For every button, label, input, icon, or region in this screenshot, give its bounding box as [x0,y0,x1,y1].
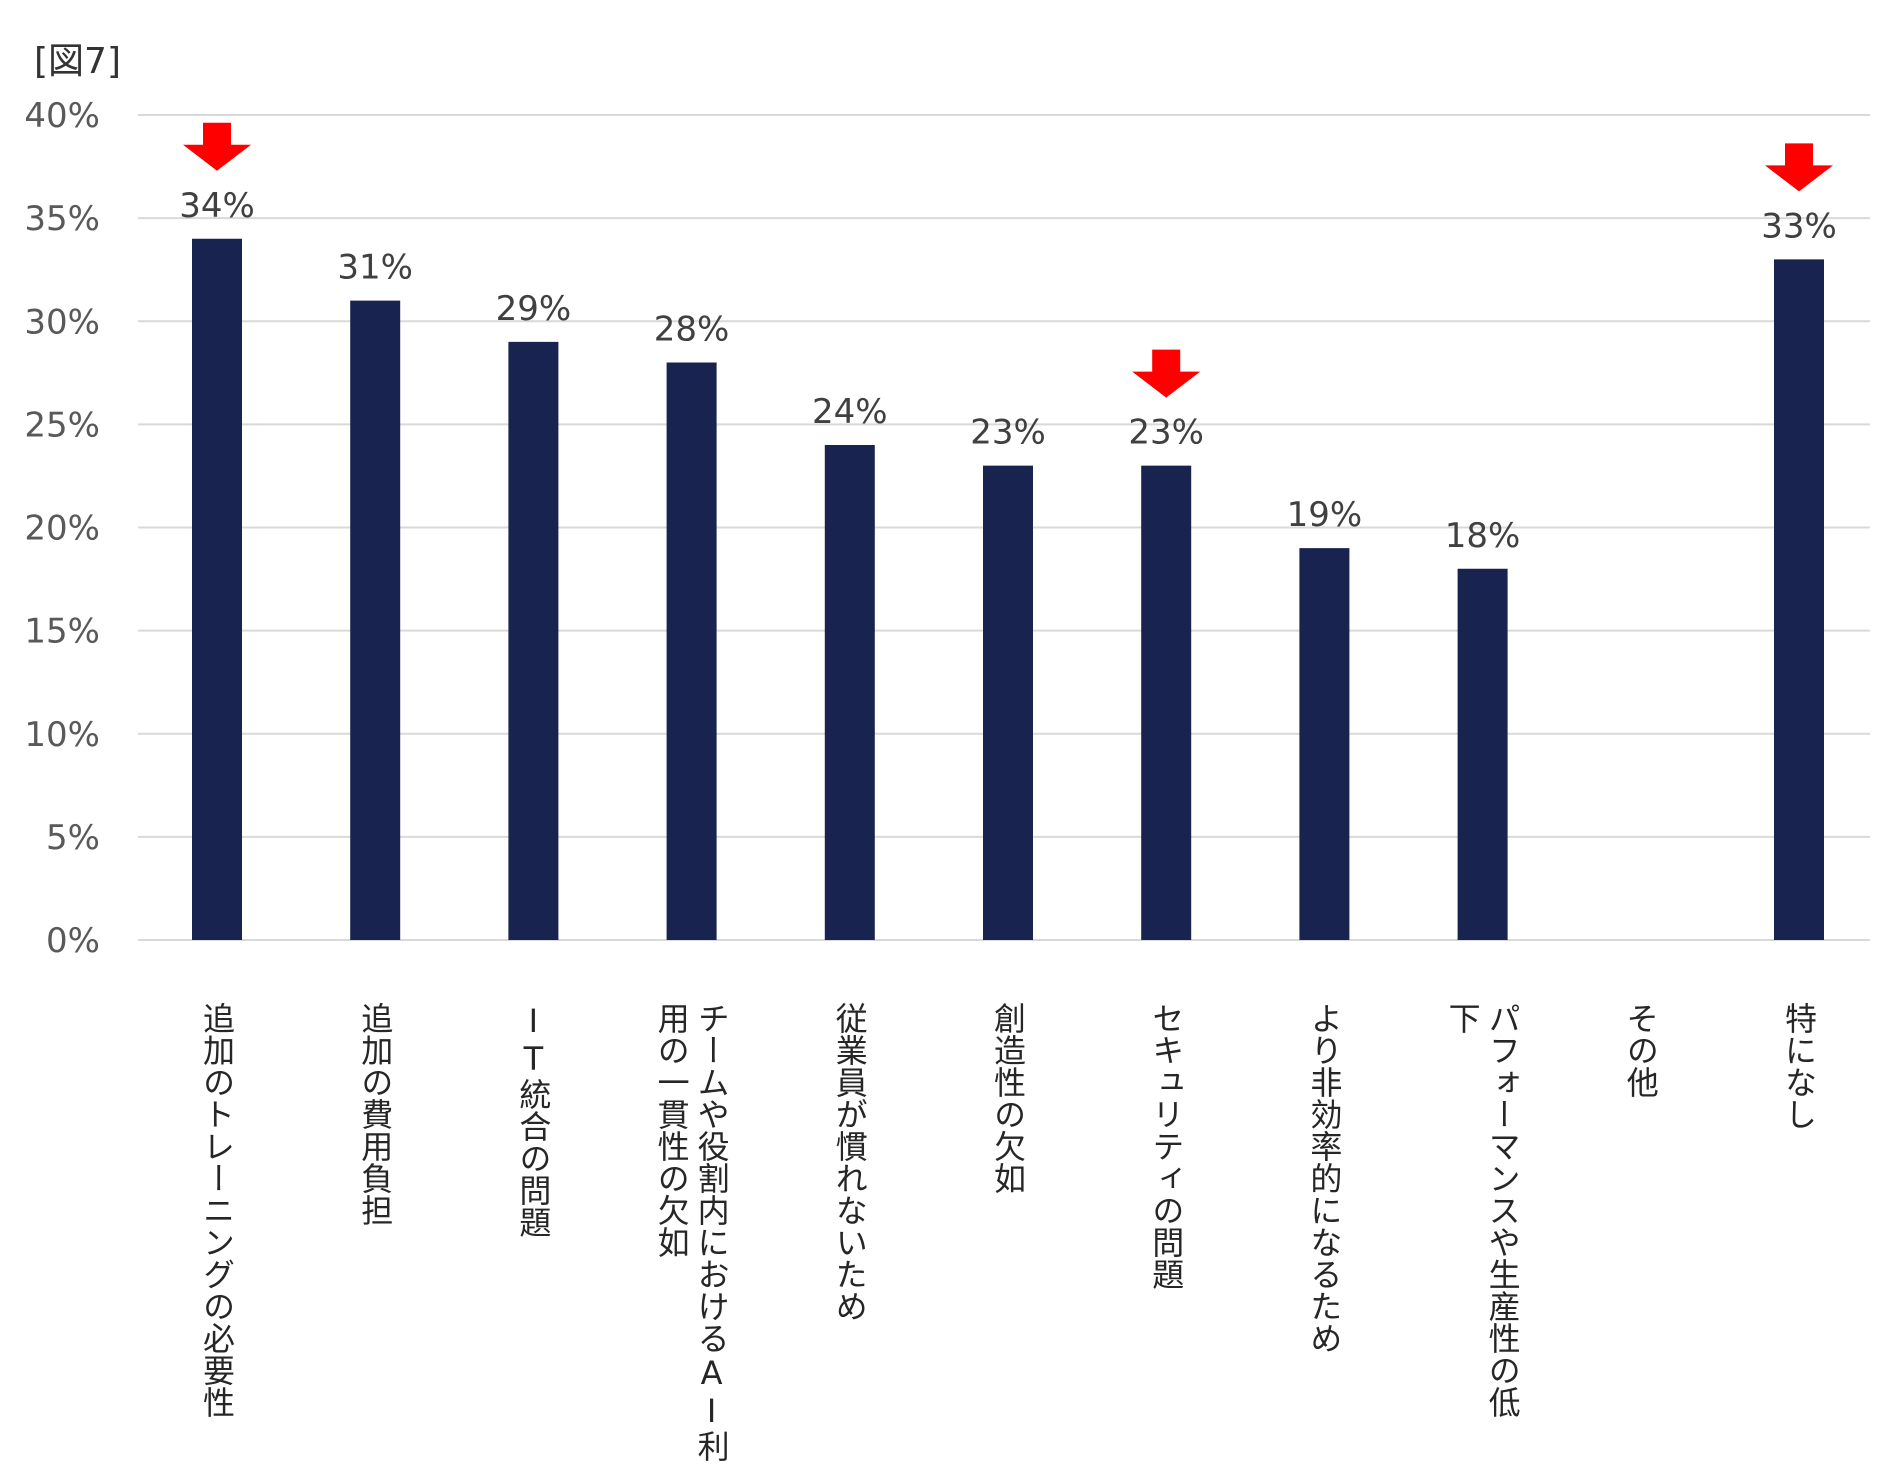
figure-label: [図7] [34,41,121,82]
data-label: 23% [970,413,1046,453]
category-label-line: より非効率的になるため [1305,1002,1343,1354]
category-label: 特になし [1780,1002,1818,1130]
category-label-line: 用の一貫性の欠如 [653,1002,691,1258]
bar [192,238,242,940]
category-label-line: チームや役割内におけるAI利 [693,1002,731,1462]
highlight-arrow-icon [1765,143,1833,192]
y-tick-label: 20% [24,509,100,549]
y-tick-label: 0% [46,921,100,961]
data-label: 33% [1761,206,1837,246]
category-label: IT統合の問題 [514,1002,552,1238]
category-label-line: パフォーマンスや生産性の低 [1484,1002,1522,1418]
category-label-line: 従業員が慣れないため [831,1002,869,1322]
category-label-line: 下 [1444,1002,1482,1034]
y-tick-label: 10% [24,715,100,755]
y-tick-label: 5% [46,818,100,858]
data-label: 34% [179,186,255,226]
data-label: 18% [1445,516,1521,556]
category-label-line: 追加の費用負担 [356,1002,394,1226]
y-tick-label: 40% [24,96,100,136]
category-label: より非効率的になるため [1305,1002,1343,1354]
y-tick-label: 30% [24,302,100,342]
data-label: 31% [337,248,413,288]
bar [1774,259,1824,940]
bar [508,341,559,940]
bar [824,445,875,940]
category-label-line: セキュリティの問題 [1147,1002,1185,1290]
bar [1457,568,1508,940]
highlight-arrow-icon [183,122,251,171]
category-label: その他 [1622,1002,1660,1098]
category-label: 従業員が慣れないため [831,1002,869,1322]
bar [350,300,401,940]
category-label-line: 創造性の欠如 [989,1002,1027,1194]
category-label: 創造性の欠如 [989,1002,1027,1194]
bar [983,465,1033,940]
bar [666,362,717,940]
y-tick-label: 25% [24,405,100,445]
y-tick-label: 35% [24,199,100,239]
bar [1141,465,1192,940]
data-label: 19% [1287,495,1363,535]
category-label-line: 特になし [1780,1002,1818,1130]
data-label: 28% [654,310,730,350]
data-label: 23% [1128,413,1204,453]
data-label: 24% [812,392,888,432]
data-label: 29% [496,289,572,329]
category-label-line: 追加のトレーニングの必要性 [198,1002,236,1418]
category-label: 追加のトレーニングの必要性 [198,1002,236,1418]
highlight-arrow-icon [1132,349,1201,398]
bar [1299,548,1350,940]
category-label-line: IT統合の問題 [514,1002,552,1238]
category-label: 追加の費用負担 [356,1002,394,1226]
category-label-line: その他 [1622,1002,1660,1098]
y-tick-label: 15% [24,612,100,652]
category-label: セキュリティの問題 [1147,1002,1185,1290]
